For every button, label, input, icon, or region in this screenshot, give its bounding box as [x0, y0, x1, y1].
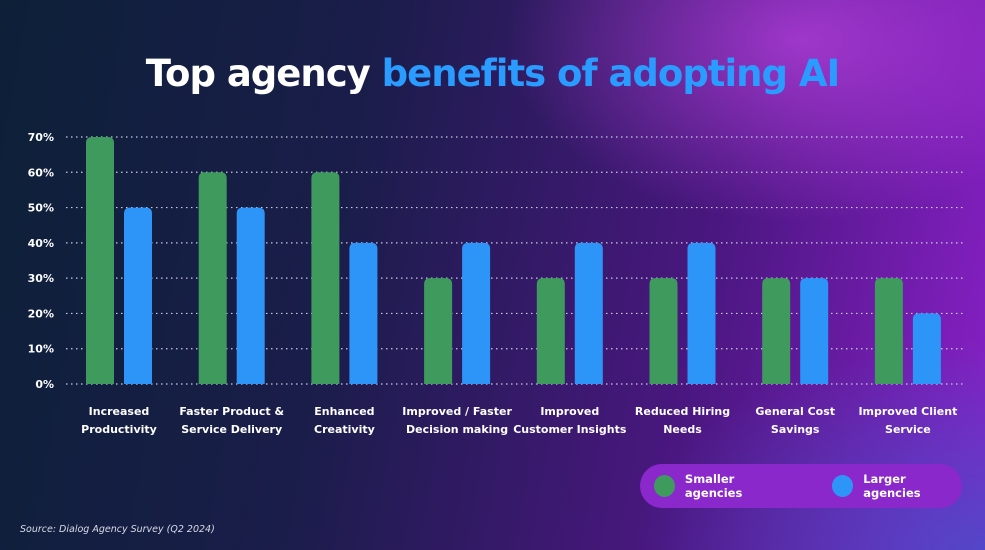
chart-title: Top agency benefits of adopting AI	[0, 52, 985, 95]
bar-smaller	[198, 172, 227, 384]
bar-larger	[800, 278, 829, 384]
x-tick-label: Decision making	[406, 423, 508, 436]
bar-larger	[236, 207, 265, 384]
x-tick-label: Reduced Hiring	[635, 405, 730, 418]
bar-smaller	[874, 278, 903, 384]
legend-label-smaller: Smaller agencies	[684, 472, 743, 500]
x-tick-label: Savings	[771, 423, 820, 436]
y-tick-label: 50%	[28, 202, 54, 215]
bar-larger	[124, 207, 152, 384]
bar-smaller	[424, 278, 453, 384]
bar-larger	[912, 313, 941, 384]
x-tick-label: Improved Client	[858, 405, 957, 418]
x-tick-label: Faster Product &	[179, 405, 284, 418]
bar-larger	[687, 242, 716, 384]
x-tick-label: Improved	[540, 405, 599, 418]
title-part-2: benefits of adopting AI	[381, 52, 841, 95]
bar-larger	[349, 242, 378, 384]
bar-smaller	[536, 278, 565, 384]
bar-smaller	[86, 137, 114, 384]
x-tick-label: Enhanced	[314, 405, 374, 418]
x-tick-label: Improved / Faster	[402, 405, 512, 418]
bar-larger	[462, 242, 491, 384]
y-tick-label: 10%	[28, 343, 54, 356]
y-tick-label: 70%	[28, 131, 54, 144]
x-tick-label: Needs	[663, 423, 702, 436]
x-tick-label: Service	[885, 423, 931, 436]
bar-smaller	[649, 278, 678, 384]
y-tick-label: 60%	[28, 166, 54, 179]
bar-smaller	[762, 278, 791, 384]
y-tick-label: 0%	[35, 378, 54, 391]
legend-label-larger: Larger agencies	[863, 472, 921, 500]
title-part-1: Top agency	[145, 52, 371, 95]
legend: Smaller agencies Larger agencies	[640, 464, 962, 508]
y-tick-label: 30%	[28, 272, 54, 285]
x-tick-label: General Cost	[755, 405, 835, 418]
source-note: Source: Dialog Agency Survey (Q2 2024)	[20, 524, 215, 535]
x-tick-label: Productivity	[81, 423, 157, 436]
bar-larger	[574, 242, 603, 384]
bar-smaller	[311, 172, 340, 384]
y-tick-label: 40%	[28, 237, 54, 250]
x-tick-label: Customer Insights	[513, 423, 627, 436]
x-tick-label: Creativity	[314, 423, 375, 436]
legend-swatch-larger	[832, 475, 854, 497]
y-tick-label: 20%	[28, 307, 54, 320]
legend-swatch-smaller	[654, 475, 675, 497]
x-tick-label: Increased	[89, 405, 150, 418]
x-tick-label: Service Delivery	[181, 423, 282, 436]
